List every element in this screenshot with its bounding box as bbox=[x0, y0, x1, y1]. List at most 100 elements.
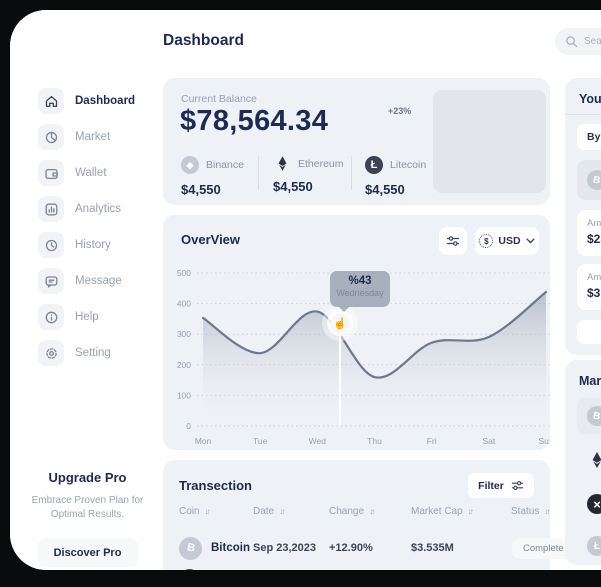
balance-artwork-placeholder bbox=[433, 90, 546, 193]
your-wallet-card: Your Wallet By B Amount $23 Amount $3.4 bbox=[565, 78, 601, 355]
sort-icon[interactable]: ↓↑ bbox=[467, 507, 474, 516]
svg-text:Tue: Tue bbox=[253, 436, 268, 446]
amount-label: Amount bbox=[587, 218, 601, 229]
tooltip-crosshair-line bbox=[339, 323, 341, 426]
chat-bubble-icon bbox=[38, 268, 64, 294]
market-row-bitcoin[interactable]: B bbox=[577, 398, 601, 434]
svg-text:Sun: Sun bbox=[538, 436, 550, 446]
sidebar-item-setting[interactable]: Setting bbox=[38, 340, 158, 366]
sidebar-item-help[interactable]: Help bbox=[38, 304, 158, 330]
x-token-icon: × bbox=[587, 494, 601, 514]
sidebar-item-dashboard[interactable]: Dashboard bbox=[38, 88, 158, 114]
litecoin-icon: Ł bbox=[365, 156, 383, 174]
market-row-x-token[interactable]: × bbox=[577, 486, 601, 522]
status-badge: Complete bbox=[511, 537, 576, 559]
chart-axis-labels: 0 100 200 300 400 500 Mon Tue Wed Thu Fri Sat Sun bbox=[177, 268, 550, 446]
sidebar-item-market[interactable]: Market bbox=[38, 124, 158, 150]
clock-icon bbox=[38, 232, 64, 258]
tx-date: Sep 23,2023 bbox=[253, 542, 316, 554]
chart-tooltip: %43 Wednesday bbox=[330, 271, 390, 312]
hand-pointer-icon: ☝ bbox=[330, 313, 350, 333]
page-title: Dashboard bbox=[163, 32, 244, 49]
tooltip-arrow bbox=[338, 306, 350, 312]
tx-change: +12.90% bbox=[329, 542, 373, 554]
sort-icon[interactable]: ↓↑ bbox=[369, 507, 375, 516]
chart-hover-marker[interactable]: ☝ bbox=[322, 305, 358, 341]
balance-coin-litecoin: Ł Litecoin $4,550 bbox=[365, 156, 445, 197]
sidebar-item-label: Setting bbox=[75, 347, 111, 359]
svg-text:200: 200 bbox=[177, 360, 191, 370]
balance-coin-binance: ◆ Binance $4,550 bbox=[181, 156, 261, 197]
divider bbox=[565, 114, 601, 115]
pie-chart-icon bbox=[38, 124, 64, 150]
chart-options-button[interactable] bbox=[439, 227, 467, 255]
dollar-coin-icon: $ bbox=[479, 234, 494, 248]
coin-name: Binance bbox=[206, 159, 244, 171]
bar-chart-icon bbox=[38, 196, 64, 222]
filter-button-label: Filter bbox=[478, 479, 504, 492]
coin-name: Ethereum bbox=[298, 157, 344, 170]
balance-amount: $78,564.34 bbox=[180, 105, 329, 137]
column-header-coin: Coin ↓↑ bbox=[179, 506, 211, 517]
sort-icon[interactable]: ↓↑ bbox=[544, 507, 550, 516]
coin-value: $4,550 bbox=[273, 179, 313, 194]
chart-series bbox=[201, 290, 548, 426]
currency-dropdown[interactable]: $ USD bbox=[475, 227, 539, 255]
overview-area-chart: 0 100 200 300 400 500 Mon Tue Wed Thu Fri Sat Sun bbox=[177, 268, 550, 446]
marker-ring: ☝ bbox=[327, 310, 353, 336]
coin-value: $4,550 bbox=[365, 182, 405, 197]
sidebar-item-label: Market bbox=[75, 131, 111, 143]
bitcoin-icon: B bbox=[587, 170, 601, 190]
sort-icon[interactable]: ↓↑ bbox=[204, 507, 211, 516]
wallet-by-tab[interactable]: By bbox=[577, 124, 601, 150]
column-header-marketcap: Market Cap ↓↑ bbox=[411, 506, 474, 517]
wallet-amount-card: Amount $3.4 bbox=[577, 264, 601, 310]
sidebar-item-message[interactable]: Message bbox=[38, 268, 158, 294]
sidebar-item-analytics[interactable]: Analytics bbox=[38, 196, 158, 222]
search-box[interactable] bbox=[555, 28, 601, 55]
tx-marketcap: $3.535M bbox=[411, 542, 454, 554]
column-header-date: Date ↓↑ bbox=[253, 506, 285, 517]
bitcoin-icon: B bbox=[587, 406, 601, 426]
svg-text:Fri: Fri bbox=[427, 436, 437, 446]
balance-change-badge: +23% bbox=[388, 106, 412, 116]
svg-text:100: 100 bbox=[177, 390, 191, 400]
home-icon bbox=[38, 88, 64, 114]
sidebar-item-wallet[interactable]: Wallet bbox=[38, 160, 158, 186]
wallet-coin-row[interactable]: B bbox=[577, 160, 601, 200]
svg-text:400: 400 bbox=[177, 299, 191, 309]
status-badge: Decline bbox=[511, 569, 567, 570]
wallet-title: Your Wallet bbox=[579, 92, 601, 106]
amount-value: $3.4 bbox=[587, 286, 601, 300]
market-row-litecoin[interactable]: Ł bbox=[577, 528, 601, 564]
current-balance-card: Current Balance $78,564.34 +23% ◆ Binanc… bbox=[163, 78, 550, 205]
svg-text:Thu: Thu bbox=[367, 436, 382, 446]
upgrade-pro-description: Embrace Proven Plan for Optimal Results. bbox=[31, 495, 144, 520]
coin-value: $4,550 bbox=[181, 182, 221, 197]
market-title: Market bbox=[579, 374, 601, 388]
amount-value: $23 bbox=[587, 232, 601, 246]
svg-text:0: 0 bbox=[186, 421, 191, 431]
sort-icon[interactable]: ↓↑ bbox=[279, 507, 285, 516]
search-input[interactable] bbox=[584, 36, 601, 47]
sidebar-item-history[interactable]: History bbox=[38, 232, 158, 258]
app-window: Dashboard Market Wallet Analytics Histor… bbox=[10, 10, 601, 570]
currency-selected-value: USD bbox=[498, 235, 521, 247]
market-card: Market B × Ł bbox=[565, 360, 601, 565]
wallet-action-button[interactable] bbox=[577, 320, 601, 344]
sidebar-item-label: Dashboard bbox=[75, 95, 136, 107]
tooltip-value: %43 bbox=[348, 275, 372, 287]
transaction-row[interactable]: B Bitcoin Sep 23,2023 +12.90% $3.535M Com… bbox=[179, 532, 576, 564]
overview-title: OverView bbox=[181, 232, 241, 247]
binance-icon: ◆ bbox=[181, 156, 199, 174]
bitcoin-icon: B bbox=[179, 536, 202, 560]
market-row-ethereum[interactable] bbox=[577, 442, 601, 478]
discover-pro-button[interactable]: Discover Pro bbox=[37, 538, 138, 567]
sliders-icon bbox=[446, 234, 460, 248]
info-circle-icon bbox=[38, 304, 64, 330]
column-header-change: Change ↓↑ bbox=[329, 506, 375, 517]
divider bbox=[258, 156, 259, 190]
filter-button[interactable]: Filter bbox=[468, 473, 534, 498]
